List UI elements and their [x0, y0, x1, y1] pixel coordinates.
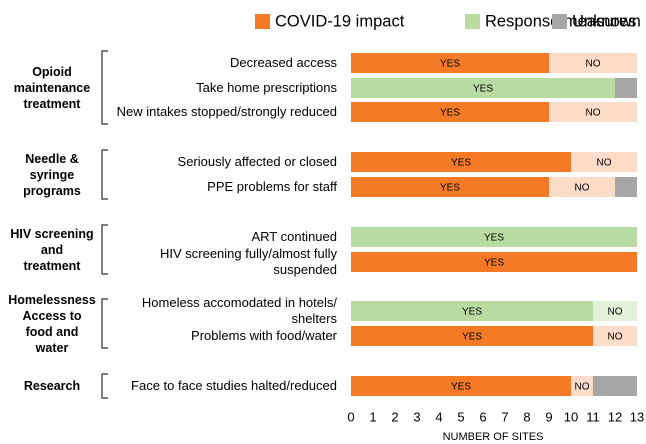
- x-tick-label: 9: [545, 409, 552, 424]
- bracket: [101, 149, 108, 200]
- segment-label: YES: [451, 158, 471, 169]
- bar-segment: [593, 301, 637, 321]
- category-label: Take home prescriptions: [196, 80, 337, 95]
- x-tick-label: 3: [413, 409, 420, 424]
- segment-label: YES: [484, 233, 504, 244]
- segment-label: NO: [608, 332, 623, 343]
- category-label: Decreased access: [230, 55, 337, 70]
- segment-label: NO: [586, 59, 601, 70]
- x-tick-label: 7: [501, 409, 508, 424]
- segment-label: YES: [473, 84, 493, 95]
- bar-segment: [351, 177, 549, 197]
- bar-segment: [351, 102, 549, 122]
- group-label: HIV screening and treatment: [10, 226, 94, 273]
- bar-segment: [571, 152, 637, 172]
- bar-segment: [351, 326, 593, 346]
- bar-segment: [351, 252, 637, 272]
- legend-swatch: [255, 14, 270, 29]
- segment-label: NO: [575, 382, 590, 393]
- x-tick-label: 1: [369, 409, 376, 424]
- bar-segment: [351, 53, 549, 73]
- segment-label: NO: [575, 183, 590, 194]
- legend-label: Unknown: [572, 12, 641, 30]
- bracket: [101, 50, 108, 125]
- bar-segment: [351, 152, 571, 172]
- x-tick-label: 2: [391, 409, 398, 424]
- segment-label: YES: [484, 258, 504, 269]
- bracket: [101, 224, 108, 275]
- category-label: Homeless accomodated in hotels/ shelters: [141, 295, 337, 326]
- segment-label: YES: [440, 59, 460, 70]
- bar-segment: [549, 53, 637, 73]
- x-tick-label: 12: [608, 409, 622, 424]
- x-tick-label: 11: [586, 409, 600, 424]
- category-label: ART continued: [251, 229, 337, 244]
- category-label: Seriously affected or closed: [177, 154, 337, 169]
- bar-segment: [351, 301, 593, 321]
- bar-segment: [351, 376, 571, 396]
- bar-segment: [549, 177, 615, 197]
- bar-segment: [593, 326, 637, 346]
- x-tick-label: 13: [630, 409, 644, 424]
- legend-swatch: [465, 14, 480, 29]
- bar-segment: [549, 102, 637, 122]
- bar-segment: [351, 227, 637, 247]
- segment-label: NO: [608, 307, 623, 318]
- category-label: Problems with food/water: [191, 328, 337, 343]
- category-label: PPE problems for staff: [207, 179, 337, 194]
- segment-label: YES: [462, 332, 482, 343]
- segment-label: NO: [586, 108, 601, 119]
- bar-segment: [351, 78, 615, 98]
- segment-label: YES: [440, 108, 460, 119]
- legend-swatch: [552, 14, 567, 29]
- x-tick-label: 0: [347, 409, 354, 424]
- bracket: [101, 298, 108, 349]
- group-label: Homelessness Access to food and water: [8, 292, 96, 355]
- bar-segment: [615, 177, 637, 197]
- segment-label: YES: [440, 183, 460, 194]
- bracket: [101, 373, 108, 399]
- category-label: New intakes stopped/strongly reduced: [116, 104, 337, 119]
- group-label: Research: [23, 379, 81, 393]
- category-label: Face to face studies halted/reduced: [131, 378, 337, 393]
- x-tick-label: 5: [457, 409, 464, 424]
- bar-segment: [593, 376, 637, 396]
- x-tick-label: 4: [435, 409, 442, 424]
- bar-segment: [571, 376, 593, 396]
- segment-label: YES: [462, 307, 482, 318]
- group-label: Opioid maintenance treatment: [13, 64, 91, 111]
- category-label: HIV screening fully/almost fully suspend…: [159, 246, 337, 277]
- bar-segment: [615, 78, 637, 98]
- x-tick-label: 8: [523, 409, 530, 424]
- x-tick-label: 6: [479, 409, 486, 424]
- segment-label: YES: [451, 382, 471, 393]
- group-label: Needle & syringe programs: [23, 151, 81, 198]
- legend-label: COVID-19 impact: [275, 12, 405, 30]
- segment-label: NO: [597, 158, 612, 169]
- x-tick-label: 10: [564, 409, 578, 424]
- x-axis-label: NUMBER OF SITES: [443, 431, 544, 443]
